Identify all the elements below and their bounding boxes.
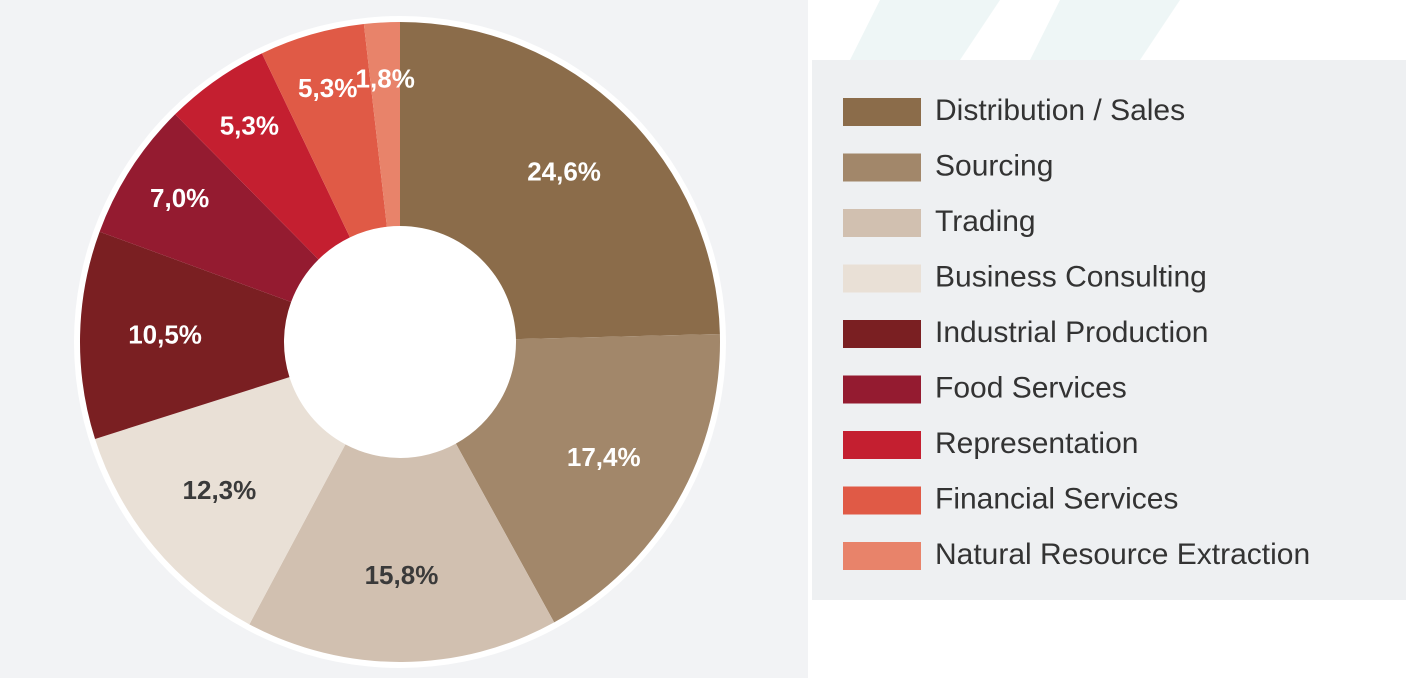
legend-swatch	[843, 320, 921, 348]
decor	[850, 0, 1000, 60]
value-label: 7,0%	[150, 183, 209, 213]
legend-label: Industrial Production	[935, 316, 1209, 349]
legend-label: Financial Services	[935, 482, 1178, 515]
legend-label: Distribution / Sales	[935, 94, 1185, 127]
donut-slice	[95, 377, 346, 625]
legend-swatch	[843, 209, 921, 237]
legend-label: Representation	[935, 427, 1138, 460]
value-label: 5,3%	[220, 111, 279, 141]
value-label: 24,6%	[527, 157, 601, 187]
legend-swatch	[843, 431, 921, 459]
donut-slice	[400, 22, 720, 340]
legend-swatch	[843, 542, 921, 570]
value-label: 5,3%	[298, 73, 357, 103]
legend-swatch	[843, 486, 921, 515]
legend-label: Sourcing	[935, 149, 1053, 182]
value-label: 17,4%	[567, 442, 641, 472]
value-label: 12,3%	[183, 475, 257, 505]
legend-swatch	[843, 264, 921, 293]
legend-label: Food Services	[935, 371, 1127, 404]
legend-swatch	[843, 375, 921, 404]
donut-slice	[249, 443, 555, 662]
donut-slice	[261, 24, 387, 238]
value-label: 1,8%	[356, 63, 415, 93]
legend-swatch	[843, 153, 921, 182]
donut-slice	[363, 22, 400, 227]
legend-label: Business Consulting	[935, 260, 1207, 293]
value-label: 10,5%	[128, 320, 202, 350]
legend-swatch	[843, 98, 921, 126]
legend-label: Natural Resource Extraction	[935, 538, 1310, 571]
value-label: 15,8%	[365, 560, 439, 590]
donut-slice	[80, 231, 292, 439]
donut-slice	[99, 114, 319, 303]
donut-slice	[455, 333, 720, 623]
legend-label: Trading	[935, 205, 1036, 238]
decor	[1030, 0, 1180, 60]
donut-slice	[175, 53, 350, 260]
